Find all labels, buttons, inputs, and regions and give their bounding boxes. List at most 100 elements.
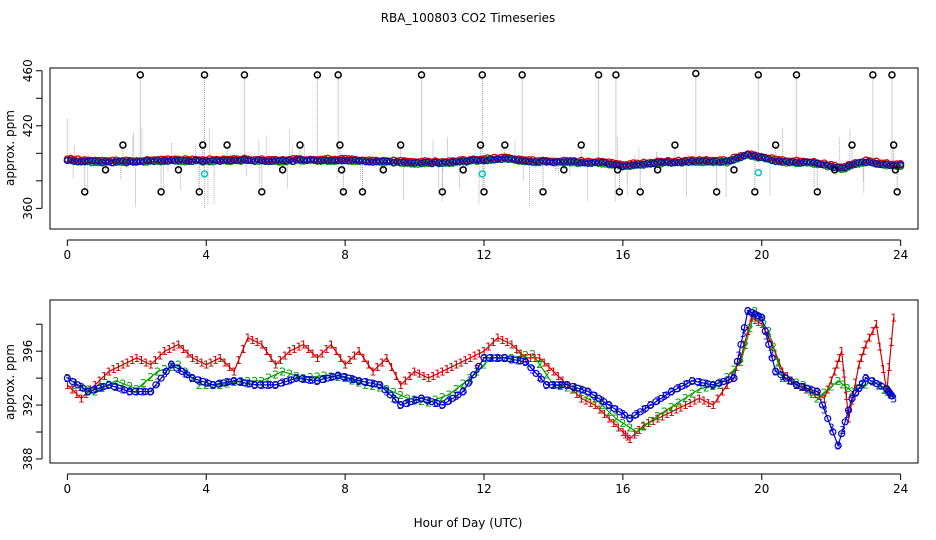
blue-series-circle — [615, 408, 624, 416]
blue-point — [462, 157, 471, 166]
green-series-symbol: 2 — [800, 379, 807, 392]
red-series-symbol: 1 — [622, 428, 629, 441]
blue-point — [115, 157, 124, 166]
blue-series-circle — [621, 411, 629, 419]
blue-point — [254, 156, 262, 164]
red-series-symbol: 1 — [481, 345, 488, 358]
blue-point — [202, 157, 210, 165]
spike-point — [136, 71, 145, 79]
green-series-symbol: 2 — [742, 339, 749, 352]
blue-series-symbol: 3 — [717, 377, 724, 390]
spike-point — [830, 166, 839, 174]
red-series-symbol: 1 — [180, 343, 187, 356]
green-series-symbol: 2 — [814, 392, 821, 405]
blue-point — [754, 153, 762, 161]
red-series-symbol: 1 — [68, 383, 75, 396]
green-series-symbol: 2 — [439, 391, 446, 404]
red-series-symbol: 1 — [430, 370, 437, 383]
blue-point — [143, 157, 151, 165]
blue-series-symbol: 3 — [888, 389, 895, 402]
red-series-symbol: 1 — [748, 312, 755, 325]
green-series-symbol: 2 — [474, 365, 481, 378]
blue-point — [681, 157, 690, 166]
blue-series-symbol: 3 — [335, 369, 342, 382]
blue-series-symbol: 3 — [626, 413, 633, 426]
blue-series-symbol: 3 — [839, 424, 846, 437]
green-series-symbol: 2 — [522, 349, 529, 362]
red-series-symbol: 1 — [272, 359, 279, 372]
blue-point — [244, 156, 252, 165]
blue-point — [824, 161, 832, 169]
red-series-symbol: 1 — [189, 352, 196, 365]
red-series-symbol: 1 — [96, 374, 103, 387]
blue-series-circle — [584, 388, 592, 396]
blue-point — [431, 158, 440, 166]
spike-point — [334, 71, 342, 79]
blue-series-circle — [772, 367, 780, 375]
blue-point — [351, 156, 360, 164]
top-x-tick-label: 4 — [202, 248, 210, 262]
blue-series-circle — [636, 408, 644, 416]
blue-series-circle — [647, 401, 655, 409]
blue-series-circle — [516, 357, 525, 365]
blue-point — [348, 156, 356, 165]
red-series-symbol: 1 — [258, 338, 265, 351]
blue-series-circle — [834, 441, 842, 450]
red-series-symbol: 1 — [365, 359, 372, 372]
blue-point — [473, 156, 481, 164]
blue-series-symbol: 3 — [640, 404, 647, 417]
blue-series-symbol: 3 — [675, 382, 682, 395]
bottom-y-tick-label: 392 — [21, 394, 35, 417]
blue-point — [414, 158, 422, 166]
blue-series-circle — [768, 354, 776, 362]
blue-point — [782, 157, 790, 165]
green-series-symbol: 2 — [189, 372, 196, 385]
blue-series-symbol: 3 — [543, 379, 550, 392]
blue-series-circle — [475, 362, 483, 370]
blue-series-symbol: 3 — [293, 372, 300, 385]
blue-point — [341, 156, 349, 165]
red-series-symbol: 1 — [755, 316, 762, 329]
blue-series-circle — [68, 377, 77, 386]
blue-series-circle — [230, 377, 238, 385]
blue-series-circle — [376, 381, 384, 389]
blue-point — [230, 156, 238, 164]
blue-point — [581, 159, 589, 167]
spike-point — [889, 141, 898, 149]
blue-point — [476, 156, 485, 165]
blue-point — [355, 157, 363, 165]
green-series-symbol: 2 — [737, 356, 744, 369]
red-series-symbol: 1 — [682, 399, 689, 412]
blue-point — [574, 158, 582, 166]
red-series-symbol: 1 — [369, 365, 376, 378]
blue-series-circle — [360, 378, 368, 386]
red-series-symbol: 1 — [855, 359, 862, 372]
blue-series-symbol: 3 — [460, 386, 467, 399]
blue-series-circle — [381, 386, 389, 394]
spike-point — [692, 69, 700, 78]
cyan-point — [754, 168, 763, 177]
green-series-symbol: 2 — [460, 378, 467, 391]
blue-series-symbol: 3 — [793, 379, 800, 392]
green-series-symbol: 2 — [217, 379, 224, 392]
red-series-symbol: 1 — [351, 350, 358, 363]
top-x-tick-label: 20 — [754, 248, 769, 262]
red-series-symbol: 1 — [457, 356, 464, 369]
blue-point — [383, 157, 391, 166]
blue-point — [712, 157, 721, 165]
spike-point — [80, 188, 89, 196]
blue-series-symbol: 3 — [585, 386, 592, 399]
blue-series-symbol: 3 — [536, 371, 543, 384]
red-series-symbol: 1 — [314, 352, 321, 365]
blue-series-circle — [355, 377, 363, 385]
blue-point — [584, 159, 592, 167]
blue-point — [403, 159, 412, 167]
blue-series-circle — [662, 391, 670, 399]
blue-point — [837, 164, 846, 172]
blue-series-line — [67, 309, 895, 448]
blue-point — [591, 158, 599, 166]
spike-point — [888, 71, 896, 79]
blue-series-circle — [490, 354, 499, 362]
red-series-symbol: 1 — [504, 336, 511, 349]
